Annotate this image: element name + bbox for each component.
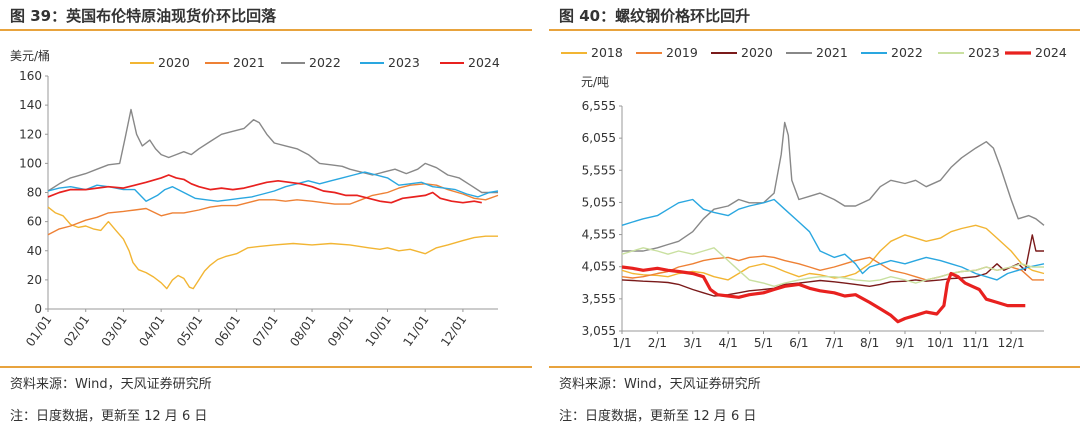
y-tick-label: 6,055 <box>582 131 616 145</box>
x-tick-label: 1/1 <box>612 336 631 350</box>
divider <box>549 29 1080 31</box>
x-tick-label: 09/01 <box>325 313 356 349</box>
x-tick-label: 6/1 <box>789 336 808 350</box>
x-tick-label: 3/1 <box>683 336 702 350</box>
figure-panel-rebar-steel: 图 40：螺纹钢价格环比回升 元/吨 3,055 3,555 4,055 4,555 5,… <box>549 0 1080 427</box>
x-tick-label: 4/1 <box>718 336 737 350</box>
legend-label-2021: 2021 <box>816 45 848 60</box>
legend-label-2020: 2020 <box>741 45 773 60</box>
x-tick-label: 08/01 <box>287 313 318 349</box>
x-tick-label: 9/1 <box>895 336 914 350</box>
x-tick-label: 11/1 <box>962 336 989 350</box>
y-tick-label: 5,055 <box>582 195 616 209</box>
figure-panel-brent-oil: 图 39：英国布伦特原油现货价环比回落 美元/桶 0 20 40 60 80 100 120 1… <box>0 0 532 427</box>
footnote: 注：日度数据，更新至 12 月 6 日 <box>10 409 208 424</box>
y-tick-label: 0 <box>34 302 42 316</box>
legend-label-2019: 2019 <box>666 45 698 60</box>
x-tick-label: 5/1 <box>754 336 773 350</box>
x-tick-label: 10/1 <box>927 336 954 350</box>
y-tick-label: 4,055 <box>582 260 616 274</box>
series-line-2020 <box>47 206 498 290</box>
y-tick-label: 80 <box>27 186 42 200</box>
series-line-2018 <box>621 224 1045 281</box>
source-note: 资料来源：Wind，天风证券研究所 <box>559 377 761 392</box>
x-tick-label: 12/1 <box>998 336 1025 350</box>
y-tick-label: 3,055 <box>582 324 616 338</box>
series-line-2024 <box>621 265 1026 324</box>
divider <box>549 366 1080 368</box>
y-tick-label: 6,555 <box>582 99 616 113</box>
legend-label-2022: 2022 <box>891 45 923 60</box>
x-tick-label: 04/01 <box>136 313 167 349</box>
series-line-2020 <box>621 234 1044 297</box>
series-line-2021 <box>622 121 1045 252</box>
x-tick-label: 12/01 <box>438 313 469 349</box>
y-tick-label: 5,555 <box>582 163 616 177</box>
x-tick-label: 01/01 <box>23 313 54 349</box>
unit-label: 美元/桶 <box>10 48 50 63</box>
footnote: 注：日度数据，更新至 12 月 6 日 <box>559 409 757 424</box>
unit-label: 元/吨 <box>581 75 609 89</box>
x-tick-label: 2/1 <box>648 336 667 350</box>
y-tick-label: 4,555 <box>582 228 616 242</box>
x-tick-label: 11/01 <box>400 313 431 349</box>
legend-label-2018: 2018 <box>591 45 623 60</box>
y-tick-label: 40 <box>27 244 42 258</box>
legend-label-2021: 2021 <box>233 55 265 70</box>
x-tick-label: 7/1 <box>825 336 844 350</box>
legend-label-2023: 2023 <box>968 45 1000 60</box>
legend-label-2024: 2024 <box>468 55 500 70</box>
y-tick-label: 60 <box>27 215 42 229</box>
brent-oil-price-chart: 美元/桶 0 20 40 60 80 100 120 140 160 01/01 02/01 03/01… <box>10 48 500 349</box>
figure-title: 图 39：英国布伦特原油现货价环比回落 <box>10 7 277 25</box>
x-tick-label: 07/01 <box>249 313 280 349</box>
legend-label-2023: 2023 <box>388 55 420 70</box>
y-tick-label: 20 <box>27 273 42 287</box>
y-tick-label: 3,555 <box>582 292 616 306</box>
rebar-steel-price-chart: 元/吨 3,055 3,555 4,055 4,555 5,055 5,555 6,055 6,… <box>561 45 1067 350</box>
series-line-2023 <box>621 247 1044 287</box>
x-tick-label: 02/01 <box>61 313 92 349</box>
divider <box>0 366 532 368</box>
x-tick-label: 05/01 <box>174 313 205 349</box>
series-line-2022 <box>621 198 1045 281</box>
x-tick-label: 06/01 <box>212 313 243 349</box>
x-tick-label: 03/01 <box>99 313 130 349</box>
x-tick-label: 10/01 <box>363 313 394 349</box>
y-tick-label: 160 <box>19 69 42 83</box>
series-line-2024 <box>47 174 482 204</box>
series-line-2023 <box>47 171 499 202</box>
figure-title: 图 40：螺纹钢价格环比回升 <box>559 7 751 25</box>
source-note: 资料来源：Wind，天风证券研究所 <box>10 377 212 392</box>
legend-label-2022: 2022 <box>309 55 341 70</box>
x-tick-label: 8/1 <box>860 336 879 350</box>
divider <box>0 29 532 31</box>
y-tick-label: 120 <box>19 127 42 141</box>
legend-label-2020: 2020 <box>158 55 190 70</box>
legend-label-2024: 2024 <box>1035 45 1067 60</box>
y-tick-label: 100 <box>19 156 42 170</box>
y-tick-label: 140 <box>19 98 42 112</box>
series-line-2022 <box>47 108 498 194</box>
